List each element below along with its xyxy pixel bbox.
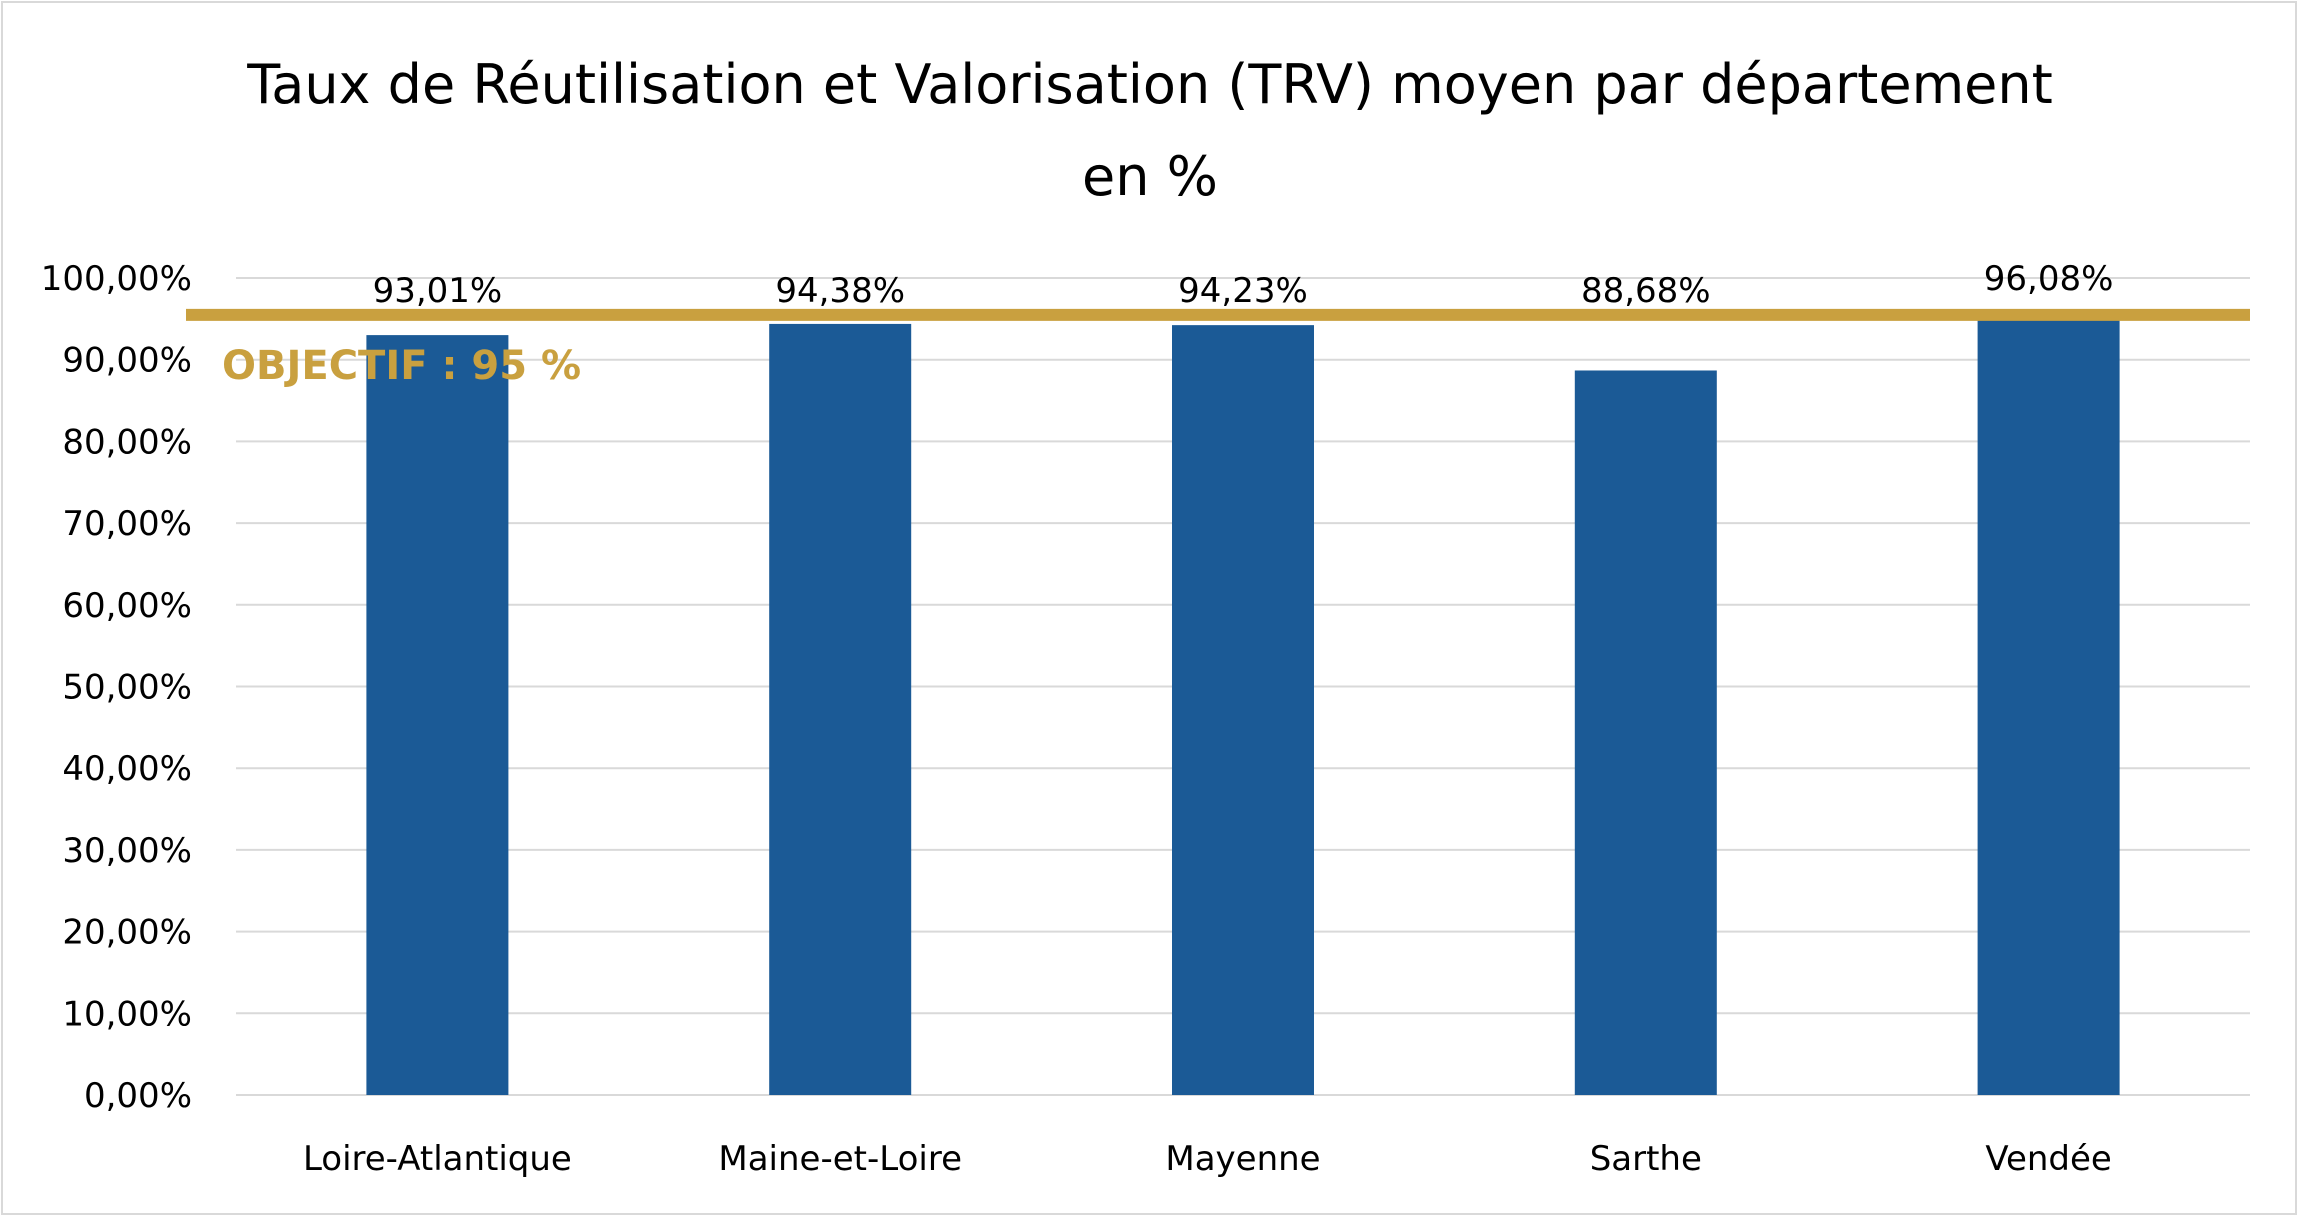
data-label: 94,38% [775,271,905,311]
x-category-label: Loire-Atlantique [303,1139,572,1179]
x-category-label: Mayenne [1165,1139,1320,1179]
bar [366,335,509,1096]
y-tick-label: 90,00% [62,341,192,381]
y-tick-label: 0,00% [84,1076,192,1116]
y-tick-label: 50,00% [62,668,192,708]
x-category-label: Vendée [1985,1139,2112,1179]
bar [1977,310,2120,1096]
target-label: OBJECTIF : 95 % [222,343,581,389]
bar [1574,370,1717,1096]
y-tick-label: 100,00% [41,259,192,299]
data-label: 93,01% [373,271,503,311]
data-label: 94,23% [1178,271,1308,311]
chart-title: Taux de Réutilisation et Valorisation (T… [247,53,2053,116]
y-tick-label: 40,00% [62,749,192,789]
data-label: 96,08% [1984,259,2114,299]
x-category-label: Maine-et-Loire [718,1139,962,1179]
y-tick-label: 80,00% [62,422,192,462]
y-tick-label: 60,00% [62,586,192,626]
chart-subtitle: en % [1082,145,1218,208]
bar [769,323,912,1095]
data-label: 88,68% [1581,271,1711,311]
y-tick-label: 70,00% [62,504,192,544]
y-tick-label: 10,00% [62,994,192,1034]
y-tick-label: 30,00% [62,831,192,871]
x-category-label: Sarthe [1590,1139,1702,1179]
bar [1172,325,1314,1096]
y-tick-label: 20,00% [62,913,192,953]
